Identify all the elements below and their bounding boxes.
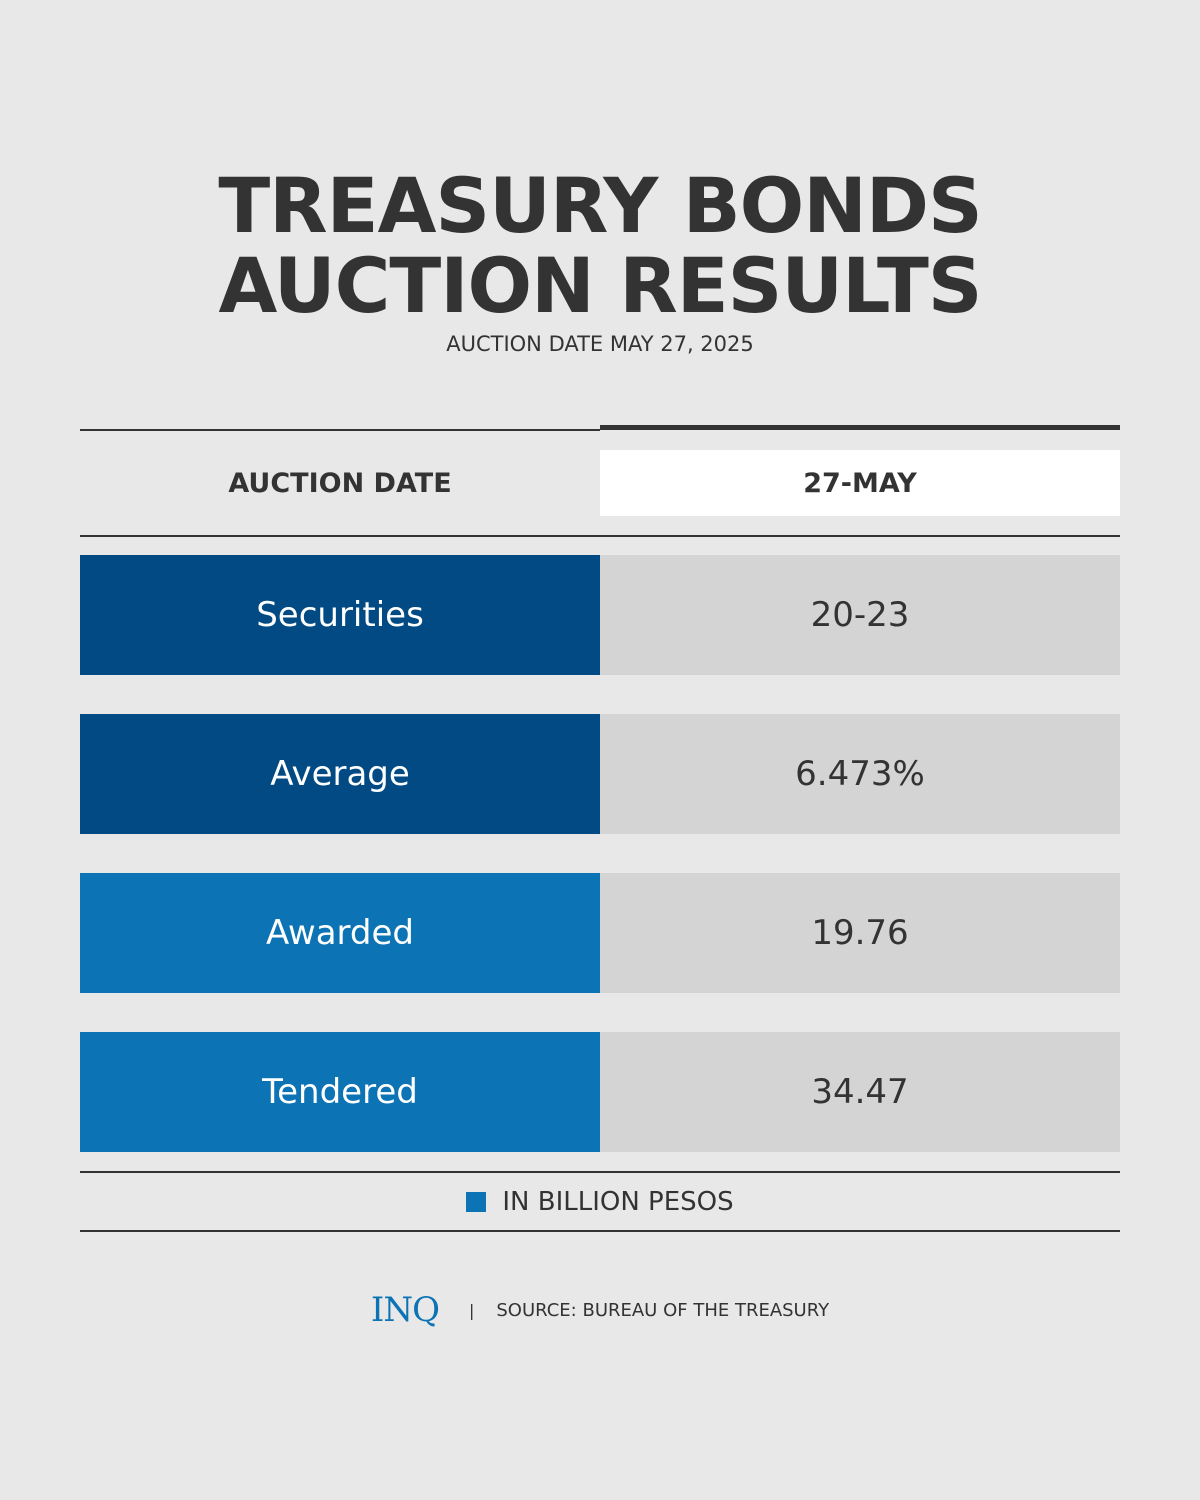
- table-row: Tendered 34.47: [80, 1032, 1120, 1152]
- legend-swatch-icon: [466, 1192, 487, 1212]
- row-label: Average: [80, 714, 600, 834]
- title-line-1: TREASURY BONDS: [218, 161, 982, 250]
- table-row: Securities 20-23: [80, 555, 1120, 675]
- legend-top-rule: [80, 1171, 1120, 1173]
- top-rule-left: [80, 429, 600, 431]
- column-header-date: 27-MAY: [600, 450, 1120, 516]
- row-value: 19.76: [600, 873, 1120, 993]
- column-header-label: AUCTION DATE: [228, 467, 452, 499]
- footer: INQ | SOURCE: BUREAU OF THE TREASURY: [0, 1290, 1200, 1330]
- row-value: 6.473%: [600, 714, 1120, 834]
- legend-label: IN BILLION PESOS: [502, 1187, 734, 1217]
- row-label: Securities: [80, 555, 600, 675]
- subtitle: AUCTION DATE MAY 27, 2025: [446, 332, 754, 356]
- legend: IN BILLION PESOS: [0, 1184, 1200, 1220]
- footer-separator: |: [468, 1300, 475, 1320]
- title-line-2: AUCTION RESULTS: [218, 241, 982, 330]
- table-row: Average 6.473%: [80, 714, 1120, 834]
- top-rule-right: [600, 425, 1120, 430]
- row-label: Awarded: [80, 873, 600, 993]
- source-text: SOURCE: BUREAU OF THE TREASURY: [496, 1299, 830, 1321]
- row-label: Tendered: [80, 1032, 600, 1152]
- row-value: 20-23: [600, 555, 1120, 675]
- legend-bottom-rule: [80, 1230, 1120, 1232]
- table-row: Awarded 19.76: [80, 873, 1120, 993]
- row-value: 34.47: [600, 1032, 1120, 1152]
- inq-logo: INQ: [370, 1290, 440, 1330]
- header-rule: [80, 535, 1120, 537]
